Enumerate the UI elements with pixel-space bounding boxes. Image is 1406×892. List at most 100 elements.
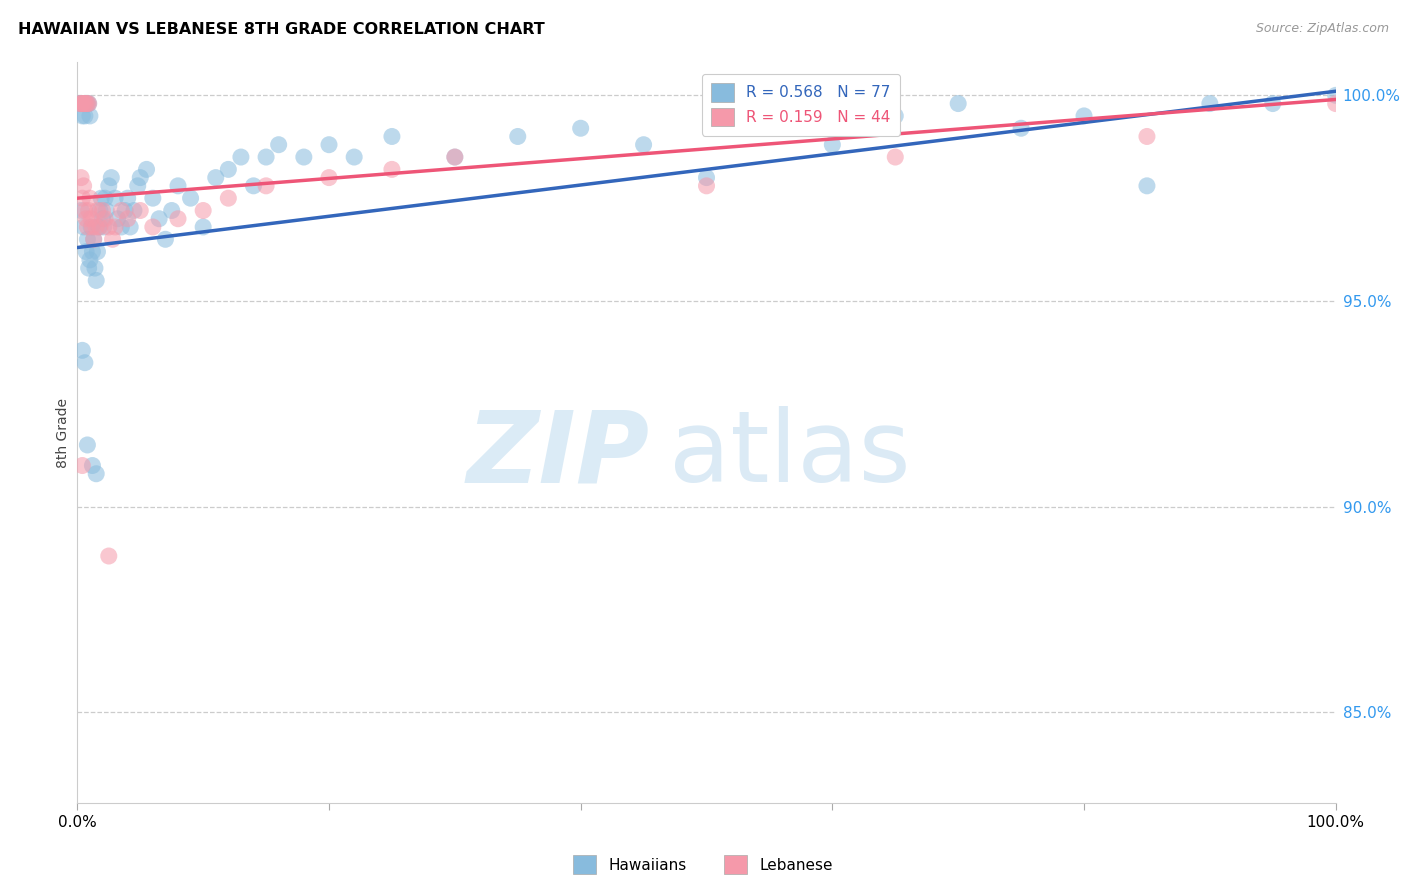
Point (87, 219, 110, 234)
Point (318, 170, 340, 185)
Point (167, 211, 190, 226)
Point (229, 150, 252, 164)
Point (69, 96, 91, 111)
Point (101, 232, 124, 246)
Point (120, 219, 142, 234)
Point (142, 191, 165, 205)
Point (70, 96, 93, 111)
Point (110, 219, 132, 234)
Point (1073, 109, 1095, 123)
Point (86, 203, 108, 218)
Text: ZIP: ZIP (467, 407, 650, 503)
Point (86, 244, 108, 259)
Point (72, 219, 94, 234)
Y-axis label: 8th Grade: 8th Grade (56, 398, 70, 467)
Point (191, 203, 215, 218)
Point (72, 458, 94, 473)
Point (79, 252, 101, 267)
Point (506, 129, 529, 144)
Point (77, 261, 100, 276)
Point (254, 178, 277, 193)
Point (70, 96, 93, 111)
Point (127, 178, 149, 193)
Point (569, 121, 592, 136)
Point (73, 96, 96, 111)
Point (76, 219, 98, 234)
Point (696, 170, 718, 185)
Point (70, 203, 93, 218)
Point (89, 219, 111, 234)
Point (633, 137, 655, 152)
Point (97, 219, 120, 234)
Point (75, 96, 97, 111)
Point (72, 109, 94, 123)
Point (75, 96, 97, 111)
Point (76, 438, 98, 452)
Point (73, 356, 96, 370)
Point (254, 150, 277, 164)
Point (107, 211, 129, 226)
Point (72, 343, 94, 358)
Point (93, 219, 115, 234)
Point (73, 203, 96, 218)
Point (167, 178, 190, 193)
Point (191, 219, 215, 234)
Text: Source: ZipAtlas.com: Source: ZipAtlas.com (1256, 22, 1389, 36)
Text: HAWAIIAN VS LEBANESE 8TH GRADE CORRELATION CHART: HAWAIIAN VS LEBANESE 8TH GRADE CORRELATI… (18, 22, 546, 37)
Point (114, 203, 136, 218)
Point (696, 178, 718, 193)
Point (84, 273, 107, 287)
Point (160, 203, 183, 218)
Point (343, 150, 366, 164)
Point (117, 191, 139, 205)
Point (1199, 96, 1222, 111)
Point (1261, 96, 1284, 111)
Point (122, 203, 145, 218)
Point (217, 162, 239, 177)
Point (72, 191, 94, 205)
Point (76, 232, 98, 246)
Point (84, 261, 107, 276)
Point (75, 211, 97, 226)
Point (821, 137, 844, 152)
Point (1136, 178, 1159, 193)
Point (79, 191, 101, 205)
Point (97, 549, 120, 563)
Point (84, 467, 107, 481)
Point (1324, 96, 1347, 111)
Point (72, 96, 94, 111)
Point (83, 232, 105, 246)
Point (77, 96, 100, 111)
Point (76, 96, 98, 111)
Text: atlas: atlas (669, 407, 911, 503)
Point (73, 109, 96, 123)
Point (72, 96, 94, 111)
Point (381, 162, 404, 177)
Point (948, 96, 970, 111)
Point (76, 96, 98, 111)
Legend: R = 0.568   N = 77, R = 0.159   N = 44: R = 0.568 N = 77, R = 0.159 N = 44 (702, 74, 900, 136)
Point (90, 191, 112, 205)
Point (242, 178, 264, 193)
Point (318, 137, 340, 152)
Point (80, 211, 103, 226)
Point (110, 203, 132, 218)
Point (444, 150, 467, 164)
Point (80, 219, 103, 234)
Point (91, 211, 114, 226)
Point (884, 150, 907, 164)
Point (129, 170, 152, 185)
Point (1324, 88, 1347, 103)
Point (75, 244, 97, 259)
Point (84, 219, 107, 234)
Point (381, 129, 404, 144)
Point (1010, 121, 1032, 136)
Point (155, 232, 177, 246)
Legend: Hawaiians, Lebanese: Hawaiians, Lebanese (567, 849, 839, 880)
Point (204, 170, 226, 185)
Point (292, 150, 315, 164)
Point (70, 170, 93, 185)
Point (94, 211, 117, 226)
Point (117, 211, 139, 226)
Point (69, 96, 91, 111)
